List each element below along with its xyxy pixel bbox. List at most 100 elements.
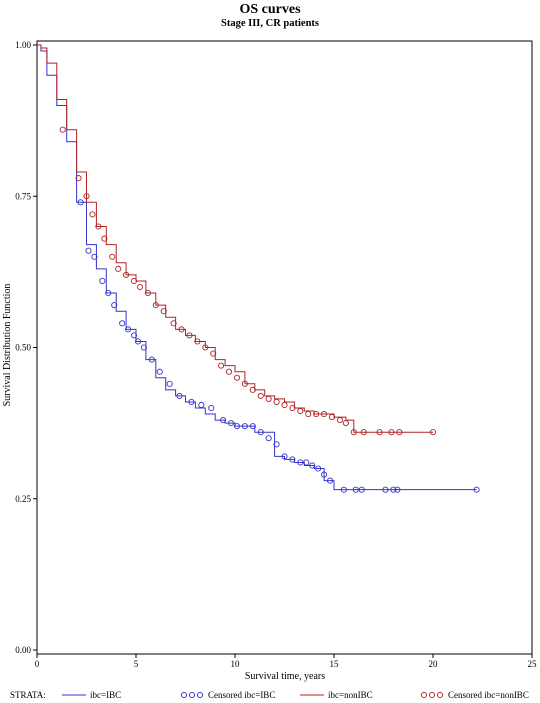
censored-marker-ibc-ibc xyxy=(249,423,256,430)
censored-marker-ibc-ibc xyxy=(140,344,147,351)
censored-marker-ibc-ibc xyxy=(134,338,142,345)
censored-marker-ibc-ibc xyxy=(297,459,304,466)
x-tick-label: 25 xyxy=(528,659,538,669)
censored-marker-ibc-ibc xyxy=(119,320,126,327)
censored-marker-ibc-nonibc xyxy=(75,175,82,182)
legend: STRATA: ibc=IBC Censored ibc=IBC ibc=nonIBC… xyxy=(10,690,529,700)
censored-marker-ibc-ibc xyxy=(227,420,235,427)
censored-marker-ibc-nonibc xyxy=(210,350,217,357)
y-tick-label: 0.75 xyxy=(15,191,31,201)
censored-marker-ibc-ibc xyxy=(340,486,347,493)
axes: 0 5 10 15 20 25 0.00 0.25 0.50 0.75 1.00 xyxy=(15,40,537,669)
censored-marker-ibc-nonibc xyxy=(257,392,264,399)
censored-marker-ibc-ibc xyxy=(289,456,296,463)
censored-marker-ibc-ibc xyxy=(99,277,106,285)
censored-marker-ibc-ibc xyxy=(321,471,328,478)
censored-marker-ibc-ibc xyxy=(241,423,248,430)
censored-marker-ibc-ibc xyxy=(130,332,138,339)
y-tick-label: 0.50 xyxy=(15,343,31,353)
censored-marker-ibc-ibc xyxy=(390,486,397,493)
censored-marker-ibc-nonibc xyxy=(130,277,138,285)
censored-marker-ibc-nonibc xyxy=(194,338,201,345)
censored-marker-ibc-nonibc xyxy=(350,429,357,436)
legend-label: ibc=IBC xyxy=(90,690,121,700)
censored-marker-ibc-nonibc xyxy=(342,420,349,427)
x-tick-label: 10 xyxy=(231,659,241,669)
y-tick-label: 0.00 xyxy=(15,645,31,655)
censored-marker-ibc-nonibc xyxy=(89,211,96,218)
censored-marker-ibc-ibc xyxy=(105,289,112,297)
censored-marker-ibc-ibc xyxy=(303,459,310,466)
censored-marker-ibc-nonibc xyxy=(218,362,225,369)
censored-marker-ibc-nonibc xyxy=(95,223,102,230)
censored-marker-ibc-ibc xyxy=(257,429,264,436)
censored-marker-ibc-ibc xyxy=(176,392,183,399)
censored-marker-ibc-ibc xyxy=(358,486,365,493)
censored-marker-ibc-ibc xyxy=(85,247,92,254)
censored-marker-ibc-nonibc xyxy=(101,235,108,242)
censored-marker-ibc-nonibc xyxy=(289,404,296,412)
censored-marker-ibc-nonibc xyxy=(429,429,437,436)
censored-marker-ibc-nonibc xyxy=(59,126,66,133)
chart-subtitle: Stage III, CR patients xyxy=(220,18,319,29)
legend-marker-swatch xyxy=(420,691,428,699)
censored-marker-ibc-nonibc xyxy=(313,410,320,418)
censored-marker-ibc-ibc xyxy=(315,465,322,472)
censored-marker-ibc-nonibc xyxy=(281,401,288,409)
legend-marker-swatch xyxy=(436,691,444,699)
censored-marker-ibc-nonibc xyxy=(388,429,395,436)
censored-marker-ibc-nonibc xyxy=(178,326,185,333)
censored-marker-ibc-nonibc xyxy=(160,308,167,315)
censored-marker-ibc-nonibc xyxy=(321,410,328,418)
x-tick-label: 0 xyxy=(35,659,40,669)
censored-marker-ibc-nonibc xyxy=(115,265,122,272)
censored-marker-ibc-nonibc xyxy=(249,386,256,393)
censored-marker-ibc-nonibc xyxy=(202,344,209,351)
censored-marker-ibc-ibc xyxy=(148,356,155,363)
censored-marker-ibc-nonibc xyxy=(328,414,336,421)
y-axis-label: Survival Distribution Function xyxy=(2,284,13,407)
censored-marker-ibc-nonibc xyxy=(186,332,193,339)
censored-marker-ibc-nonibc xyxy=(170,320,177,327)
censored-marker-ibc-nonibc xyxy=(396,429,403,436)
survival-curve-ibc-nonibc xyxy=(37,44,433,433)
x-tick-label: 5 xyxy=(134,659,139,669)
censored-marker-ibc-ibc xyxy=(309,462,316,469)
censored-marker-ibc-ibc xyxy=(166,380,173,387)
legend-label: Censored ibc=IBC xyxy=(208,690,275,700)
censored-marker-ibc-ibc xyxy=(233,423,241,430)
legend-marker-swatch xyxy=(188,691,196,699)
censored-marker-ibc-nonibc xyxy=(233,374,241,381)
survival-curve-ibc-ibc xyxy=(37,44,477,491)
censored-marker-ibc-ibc xyxy=(77,199,84,206)
y-tick-label: 1.00 xyxy=(15,40,31,50)
censored-marker-ibc-ibc xyxy=(273,441,280,448)
censored-marker-ibc-ibc xyxy=(473,486,480,493)
legend-title: STRATA: xyxy=(10,690,46,700)
censored-marker-ibc-ibc xyxy=(265,435,272,442)
plot-frame xyxy=(36,40,533,655)
legend-marker-swatch xyxy=(196,691,204,699)
censored-marker-ibc-ibc xyxy=(352,486,359,493)
censored-marker-ibc-ibc xyxy=(111,302,118,309)
censored-marker-ibc-ibc xyxy=(198,401,205,409)
censored-marker-ibc-ibc xyxy=(188,398,195,406)
censored-marker-ibc-ibc xyxy=(326,477,334,484)
legend-label: Censored ibc=nonIBC xyxy=(448,690,529,700)
censored-marker-ibc-nonibc xyxy=(241,380,248,387)
censored-marker-ibc-ibc xyxy=(394,486,401,493)
censored-marker-ibc-nonibc xyxy=(136,283,144,291)
legend-label: ibc=nonIBC xyxy=(328,690,373,700)
censored-marker-ibc-nonibc xyxy=(83,193,90,200)
series-layer xyxy=(37,44,480,493)
censored-marker-ibc-ibc xyxy=(220,417,227,424)
censored-marker-ibc-nonibc xyxy=(144,289,151,297)
legend-marker-swatch xyxy=(180,691,188,699)
censored-marker-ibc-nonibc xyxy=(109,253,116,260)
x-tick-label: 15 xyxy=(330,659,340,669)
legend-marker-swatch xyxy=(428,691,436,699)
censored-marker-ibc-ibc xyxy=(281,453,288,460)
censored-marker-ibc-nonibc xyxy=(305,410,312,418)
x-axis-label: Survival time, years xyxy=(245,671,325,682)
